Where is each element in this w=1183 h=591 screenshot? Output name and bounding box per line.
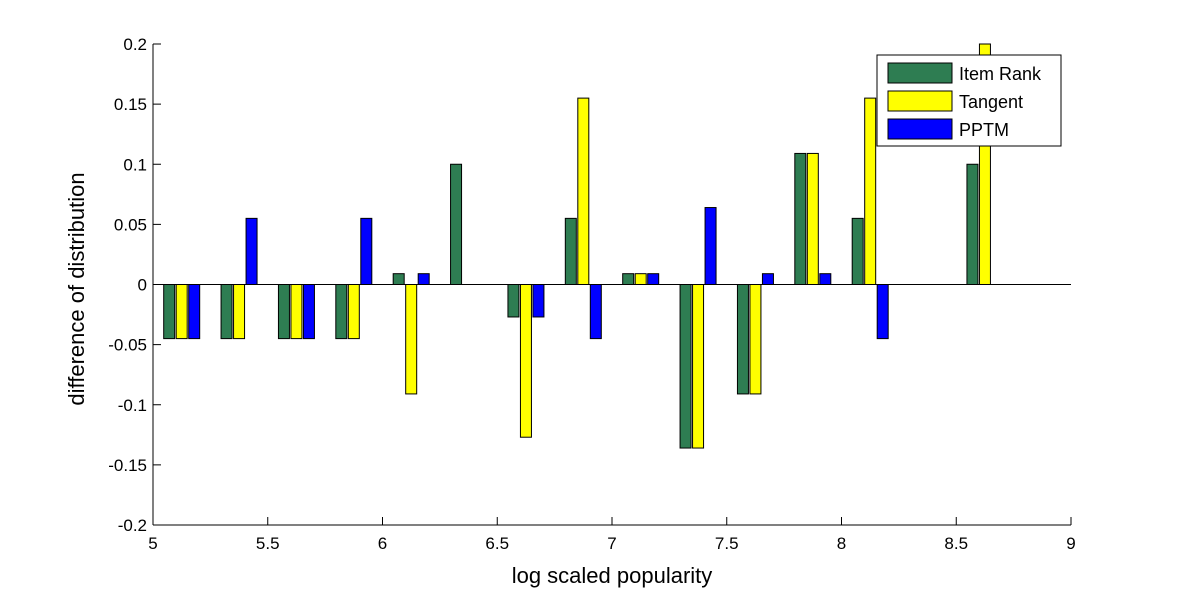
bar-item-rank-14 [966, 163, 979, 285]
bar-pptm-0 [188, 284, 201, 340]
legend-label-tangent: Tangent [959, 92, 1023, 112]
bar-item-rank-7 [564, 217, 577, 285]
bar-tangent-11 [806, 152, 819, 285]
bar-tangent-4 [405, 284, 418, 395]
y-tick-label: -0.1 [118, 396, 147, 415]
bar-pptm-1 [245, 217, 258, 285]
bar-item-rank-1 [220, 284, 233, 340]
bar-item-rank-8 [622, 273, 635, 285]
y-tick-label: 0.15 [114, 95, 147, 114]
y-tick-label: 0.05 [114, 215, 147, 234]
bar-tangent-3 [347, 284, 360, 340]
x-tick-label: 6.5 [485, 534, 509, 553]
legend-swatch-item-rank [887, 62, 953, 84]
bar-tangent-7 [577, 97, 590, 285]
bar-tangent-8 [634, 273, 647, 285]
ticks-layer: 5 5.5 6 6.5 7 7.5 8 8.5 9 -0.2 -0.15 -0.1 -0.05 0 0.05… [108, 35, 1075, 553]
bar-item-rank-11 [794, 152, 807, 285]
x-tick-label: 7 [607, 534, 616, 553]
bar-pptm-3 [360, 217, 373, 285]
y-tick-label: -0.05 [108, 336, 147, 355]
bar-tangent-0 [175, 284, 188, 340]
x-tick-label: 6 [378, 534, 387, 553]
bar-item-rank-0 [163, 284, 176, 340]
bar-tangent-1 [233, 284, 246, 340]
bar-item-rank-6 [507, 284, 520, 318]
bar-pptm-10 [761, 273, 774, 285]
bar-tangent-12 [864, 97, 877, 285]
bar-pptm-12 [876, 284, 889, 340]
x-tick-label: 8 [837, 534, 846, 553]
legend: Item Rank Tangent PPTM [876, 54, 1062, 147]
bar-pptm-8 [647, 273, 660, 285]
x-axis-label: log scaled popularity [512, 563, 713, 588]
y-tick-label: 0.1 [123, 155, 147, 174]
legend-swatch-tangent [887, 90, 953, 112]
y-tick-label: 0 [138, 276, 147, 295]
bar-item-rank-3 [335, 284, 348, 340]
bar-pptm-2 [302, 284, 315, 340]
bar-item-rank-9 [679, 284, 692, 449]
legend-swatch-pptm [887, 118, 953, 140]
bar-pptm-9 [704, 207, 717, 285]
bar-item-rank-4 [392, 273, 405, 285]
x-tick-label: 5.5 [256, 534, 280, 553]
bar-pptm-11 [819, 273, 832, 285]
bar-tangent-10 [749, 284, 762, 395]
bar-item-rank-12 [851, 217, 864, 285]
bar-tangent-6 [519, 284, 532, 438]
bar-item-rank-2 [277, 284, 290, 340]
x-tick-label: 5 [148, 534, 157, 553]
bar-item-rank-5 [450, 163, 463, 285]
y-tick-label: -0.2 [118, 516, 147, 535]
y-axis-label: difference of distribution [64, 172, 89, 405]
bar-item-rank-10 [736, 284, 749, 395]
bar-tangent-2 [290, 284, 303, 340]
x-tick-label: 9 [1066, 534, 1075, 553]
bar-pptm-6 [532, 284, 545, 318]
legend-label-pptm: PPTM [959, 120, 1009, 140]
y-tick-label: 0.2 [123, 35, 147, 54]
bar-pptm-4 [417, 273, 430, 285]
x-tick-label: 8.5 [944, 534, 968, 553]
bar-pptm-7 [589, 284, 602, 340]
legend-label-item-rank: Item Rank [959, 64, 1042, 84]
x-tick-label: 7.5 [715, 534, 739, 553]
bar-tangent-9 [692, 284, 705, 449]
y-tick-label: -0.15 [108, 456, 147, 475]
